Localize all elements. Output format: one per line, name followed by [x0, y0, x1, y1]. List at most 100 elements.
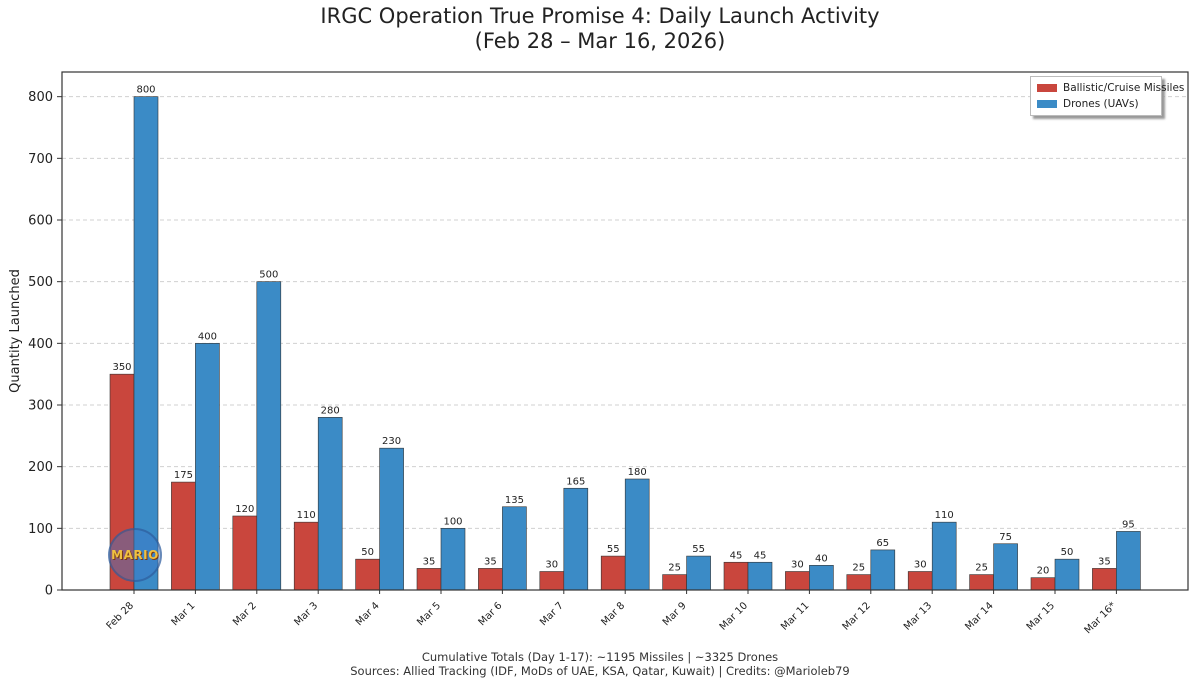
x-tick-label: Mar 9: [661, 600, 689, 628]
data-label-drones: 800: [136, 85, 155, 96]
chart-title: IRGC Operation True Promise 4: Daily Lau…: [320, 4, 880, 28]
chart-subtitle: (Feb 28 – Mar 16, 2026): [474, 29, 726, 53]
x-tick-label: Mar 3: [292, 600, 320, 628]
data-label-drones: 100: [443, 516, 462, 527]
data-label-drones: 180: [628, 467, 647, 478]
data-label-drones: 40: [815, 553, 828, 564]
bar-drones: [1116, 531, 1141, 591]
bar-drones: [133, 96, 159, 591]
data-label-drones: 65: [876, 538, 889, 549]
footer-sources: Sources: Allied Tracking (IDF, MoDs of U…: [350, 664, 850, 678]
x-tick-label: Mar 4: [354, 600, 382, 628]
bar-drones: [686, 555, 711, 591]
legend-label-missiles: Ballistic/Cruise Missiles: [1063, 82, 1185, 94]
legend-item-drones: Drones (UAVs): [1037, 98, 1139, 110]
data-label-missiles: 25: [668, 563, 681, 574]
bar-drones: [1054, 558, 1080, 591]
data-label-missiles: 25: [852, 563, 865, 574]
y-tick-label: 400: [28, 337, 53, 352]
bar-missiles: [723, 561, 749, 591]
y-tick-label: 100: [28, 522, 53, 537]
bar-drones: [317, 417, 343, 591]
bar-missiles: [232, 515, 258, 591]
bar-missiles: [907, 571, 933, 591]
bar-drones: [809, 565, 834, 591]
bar-drones: [563, 487, 589, 591]
data-label-drones: 400: [198, 331, 217, 342]
data-label-drones: 55: [692, 544, 705, 555]
data-label-missiles: 45: [730, 550, 743, 561]
bar-missiles: [355, 558, 380, 591]
y-tick-label: 0: [45, 584, 53, 599]
legend-swatch-missiles: [1037, 84, 1057, 92]
y-tick-label: 800: [28, 90, 53, 105]
data-label-drones: 165: [566, 476, 585, 487]
bar-missiles: [600, 555, 626, 591]
data-label-drones: 45: [754, 550, 767, 561]
bar-missiles: [969, 574, 994, 591]
bar-missiles: [1092, 568, 1117, 591]
data-label-missiles: 35: [423, 556, 436, 567]
x-tick-label: Mar 10: [718, 600, 750, 632]
bar-drones: [256, 281, 282, 591]
x-tick-label: Mar 12: [841, 600, 873, 632]
bar-drones: [747, 561, 773, 591]
data-label-drones: 75: [999, 532, 1012, 543]
bar-missiles: [846, 574, 872, 591]
watermark-text: MARIO: [111, 548, 159, 562]
data-label-missiles: 175: [174, 470, 193, 481]
data-label-drones: 95: [1122, 519, 1135, 530]
y-tick-label: 600: [28, 214, 53, 229]
x-tick-label: Mar 2: [231, 600, 259, 628]
data-label-missiles: 35: [1098, 556, 1111, 567]
y-tick-label: 200: [28, 460, 53, 475]
legend: Ballistic/Cruise Missiles Drones (UAVs): [1030, 76, 1184, 116]
data-label-drones: 500: [259, 270, 278, 281]
legend-item-missiles: Ballistic/Cruise Missiles: [1037, 82, 1184, 94]
y-tick-label: 500: [28, 275, 53, 290]
footer-totals: Cumulative Totals (Day 1-17): ~1195 Miss…: [421, 650, 779, 664]
bar-missiles: [171, 481, 196, 591]
data-label-missiles: 30: [914, 560, 927, 571]
legend-label-drones: Drones (UAVs): [1063, 98, 1139, 110]
x-tick-label: Mar 1: [170, 600, 198, 628]
bar-drones: [870, 549, 896, 591]
watermark-logo: MARIO: [108, 528, 162, 582]
data-label-missiles: 20: [1037, 566, 1050, 577]
data-label-drones: 110: [935, 510, 954, 521]
data-label-drones: 230: [382, 436, 401, 447]
data-label-missiles: 25: [975, 563, 988, 574]
x-tick-label: Mar 16*: [1083, 600, 1119, 636]
bar-missiles: [662, 574, 687, 591]
bar-missiles: [293, 521, 319, 591]
bar-drones: [993, 543, 1018, 591]
plot-frame: [61, 71, 1189, 591]
bar-missiles: [1030, 577, 1056, 591]
data-label-missiles: 50: [361, 547, 374, 558]
y-axis-label: Quantity Launched: [8, 269, 23, 393]
x-tick-label: Mar 5: [415, 600, 443, 628]
bar-drones: [502, 506, 527, 591]
bar-drones: [379, 447, 404, 591]
x-tick-label: Mar 11: [779, 600, 811, 632]
data-label-missiles: 30: [545, 560, 558, 571]
data-label-missiles: 55: [607, 544, 620, 555]
x-tick-label: Mar 7: [538, 600, 566, 628]
bar-missiles: [416, 568, 442, 591]
bar-missiles: [539, 571, 565, 591]
legend-swatch-drones: [1037, 100, 1057, 108]
x-tick-label: Mar 13: [902, 600, 934, 632]
data-label-drones: 50: [1061, 547, 1074, 558]
bar-drones: [931, 521, 957, 591]
x-tick-label: Mar 6: [477, 600, 505, 628]
bar-missiles: [785, 571, 810, 591]
data-label-drones: 280: [321, 405, 340, 416]
x-tick-label: Mar 15: [1025, 600, 1057, 632]
data-label-drones: 135: [505, 495, 524, 506]
bar-drones: [195, 343, 220, 591]
x-tick-label: Feb 28: [105, 600, 137, 632]
data-label-missiles: 350: [112, 362, 131, 373]
x-tick-label: Mar 8: [599, 600, 627, 628]
data-label-missiles: 110: [297, 510, 316, 521]
